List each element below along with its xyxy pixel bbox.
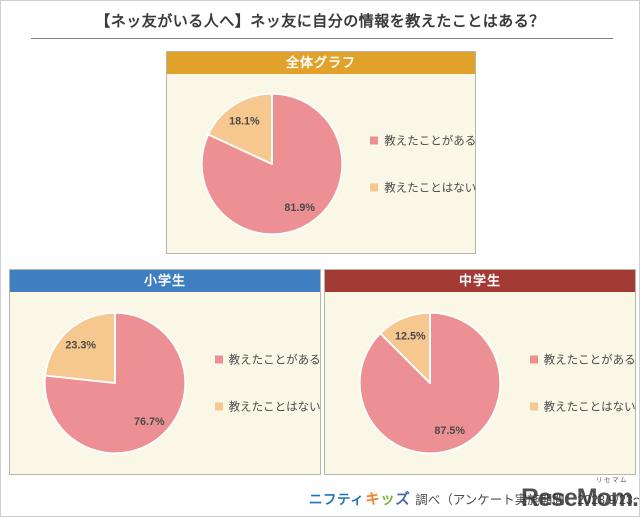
pie-value-label: 81.9% xyxy=(284,201,315,213)
panel-header-elementary: 小学生 xyxy=(10,270,320,292)
legend-item-taught: 教えたことがある xyxy=(370,132,476,148)
kids-logo-char: ズ xyxy=(395,491,411,508)
kids-logo-char: キ xyxy=(365,491,381,508)
legend-swatch-taught xyxy=(529,355,538,364)
legend-item-taught: 教えたことがある xyxy=(214,352,321,368)
panel-header-overall: 全体グラフ xyxy=(167,52,475,74)
panel-elementary: 小学生 76.7% 23.3% 教えたことがある 教えたことはない xyxy=(9,269,321,475)
resemom-watermark: リセマム ReseMom. xyxy=(520,477,639,512)
legend-label: 教えたことはない xyxy=(228,401,321,414)
legend-item-not-taught: 教えたことはない xyxy=(214,399,321,415)
pie-chart-junior-high: 87.5% 12.5% xyxy=(359,311,502,455)
legend-item-not-taught: 教えたことはない xyxy=(370,179,476,195)
page-title: 【ネッ友がいる人へ】ネッ友に自分の情報を教えたことはある？ xyxy=(95,13,545,30)
title-divider xyxy=(31,38,613,39)
legend-item-taught: 教えたことがある xyxy=(529,352,636,368)
legend: 教えたことがある 教えたことはない xyxy=(529,352,636,415)
legend-label: 教えたことがある xyxy=(543,354,636,367)
legend-swatch-taught xyxy=(370,136,379,144)
legend-label: 教えたことはない xyxy=(543,401,636,414)
panel-overall: 全体グラフ 81.9% 18.1% 教えたことがある 教えたことはない xyxy=(166,51,476,254)
pie-slice-not-taught xyxy=(44,311,117,384)
kids-logo-char: ッ xyxy=(380,491,396,508)
survey-period-text: 調べ（アンケート実施期間：2023/9/23～10/27） xyxy=(415,492,639,507)
resemom-logo-text: ReseMom. xyxy=(520,484,639,512)
pie-chart-elementary: 76.7% 23.3% xyxy=(44,311,187,455)
legend-item-not-taught: 教えたことはない xyxy=(529,399,636,415)
pie-value-label: 12.5% xyxy=(395,330,426,342)
legend-swatch-taught xyxy=(214,355,223,364)
panel-junior-high: 中学生 87.5% 12.5% 教えたことがある 教えたことはない xyxy=(324,269,636,475)
pie-slice-not-taught xyxy=(206,92,273,165)
pie-slice-not-taught xyxy=(379,311,432,384)
legend-label: 教えたことがある xyxy=(384,135,477,147)
resemom-furigana: リセマム xyxy=(596,477,628,484)
nifty-logo: ニフティ xyxy=(309,492,365,507)
legend-swatch-not-taught xyxy=(529,402,538,411)
pie-chart-overall: 81.9% 18.1% xyxy=(200,92,343,235)
pie-value-label: 87.5% xyxy=(435,425,466,437)
footer-credit: ニフティ キッズ 調べ（アンケート実施期間：2023/9/23～10/27） xyxy=(309,488,639,509)
pie-value-label: 18.1% xyxy=(229,115,260,127)
panel-header-junior-high: 中学生 xyxy=(325,270,635,292)
panel-body: 87.5% 12.5% 教えたことがある 教えたことはない xyxy=(325,292,636,474)
legend-label: 教えたことがある xyxy=(228,354,321,367)
panel-body: 81.9% 18.1% 教えたことがある 教えたことはない xyxy=(167,74,476,253)
legend-swatch-not-taught xyxy=(370,183,379,191)
pie-value-label: 23.3% xyxy=(66,340,97,352)
legend-swatch-not-taught xyxy=(214,402,223,411)
legend-label: 教えたことはない xyxy=(384,182,477,194)
panel-body: 76.7% 23.3% 教えたことがある 教えたことはない xyxy=(10,292,321,474)
kids-logo: キッズ xyxy=(365,488,410,509)
legend: 教えたことがある 教えたことはない xyxy=(370,132,476,195)
pie-value-label: 76.7% xyxy=(134,416,165,428)
legend: 教えたことがある 教えたことはない xyxy=(214,352,321,415)
